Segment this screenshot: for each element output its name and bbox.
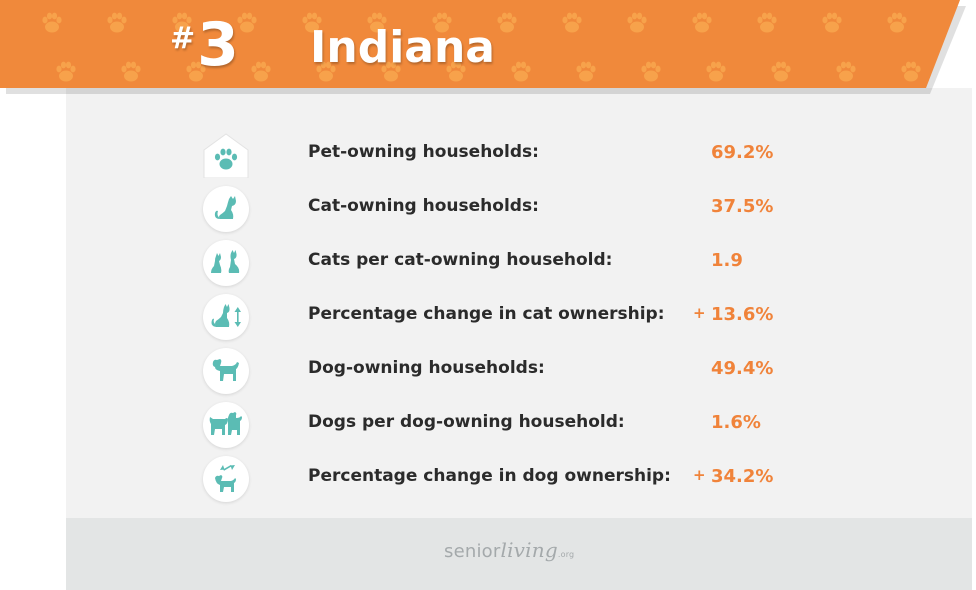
paw-icon [42, 12, 62, 33]
paw-icon [706, 61, 726, 82]
stat-row: Percentage change in dog ownership: + 34… [0, 452, 976, 506]
paw-icon [302, 12, 322, 33]
paw-icon [432, 12, 452, 33]
dog-icon [203, 348, 249, 394]
paw-icon [121, 61, 141, 82]
stat-label: Cat-owning households: [308, 196, 539, 216]
rank-number: #3 [170, 10, 239, 80]
paw-icon [381, 61, 401, 82]
stat-label: Percentage change in dog ownership: [308, 466, 671, 486]
paw-icon [446, 61, 466, 82]
stat-row: Dog-owning households: 49.4% [0, 344, 976, 398]
stat-sign: + [693, 466, 706, 484]
paw-icon [692, 12, 712, 33]
stat-label: Pet-owning households: [308, 142, 539, 162]
stat-value: 34.2% [711, 466, 774, 487]
cat-change-icon [203, 294, 249, 340]
rank-hash: # [170, 21, 196, 56]
state-title: Indiana [310, 22, 495, 73]
stat-row: Dogs per dog-owning household: 1.6% [0, 398, 976, 452]
stat-label: Cats per cat-owning household: [308, 250, 613, 270]
stat-value: 37.5% [711, 196, 774, 217]
house-paw-icon [203, 132, 249, 178]
paw-icon [627, 12, 647, 33]
paw-icon [757, 12, 777, 33]
cat-icon [203, 186, 249, 232]
paw-icon [562, 12, 582, 33]
stat-row: Cat-owning households: 37.5% [0, 182, 976, 236]
stat-value: 1.9 [711, 250, 743, 271]
paw-icon [511, 61, 531, 82]
paw-icon [641, 61, 661, 82]
stat-sign: + [693, 304, 706, 322]
footer-bar: seniorliving.org [66, 518, 972, 590]
stat-value: 13.6% [711, 304, 774, 325]
paw-icon [56, 61, 76, 82]
seniorliving-logo[interactable]: seniorliving.org [444, 538, 574, 562]
stat-value: 69.2% [711, 142, 774, 163]
paw-pattern [42, 12, 921, 82]
paw-icon [367, 12, 387, 33]
stat-row: Pet-owning households: 69.2% [0, 128, 976, 182]
stat-label: Dogs per dog-owning household: [308, 412, 625, 432]
paw-icon [316, 61, 336, 82]
paw-icon [107, 12, 127, 33]
paw-icon [172, 12, 192, 33]
logo-suffix: .org [557, 550, 575, 559]
stat-label: Dog-owning households: [308, 358, 545, 378]
paw-icon [822, 12, 842, 33]
stat-value: 1.6% [711, 412, 761, 433]
stat-value: 49.4% [711, 358, 774, 379]
paw-icon [497, 12, 517, 33]
two-cats-icon [203, 240, 249, 286]
paw-icon [887, 12, 907, 33]
stat-row: Percentage change in cat ownership: + 13… [0, 290, 976, 344]
paw-icon [251, 61, 271, 82]
stat-label: Percentage change in cat ownership: [308, 304, 665, 324]
rank-digit: 3 [197, 10, 239, 80]
stat-row: Cats per cat-owning household: 1.9 [0, 236, 976, 290]
paw-icon [901, 61, 921, 82]
paw-icon [237, 12, 257, 33]
paw-icon [186, 61, 206, 82]
two-dogs-icon [203, 402, 249, 448]
logo-script: living [500, 538, 558, 562]
paw-icon [576, 61, 596, 82]
paw-icon [771, 61, 791, 82]
dog-change-icon [203, 456, 249, 502]
paw-icon [836, 61, 856, 82]
logo-prefix: senior [444, 541, 501, 562]
